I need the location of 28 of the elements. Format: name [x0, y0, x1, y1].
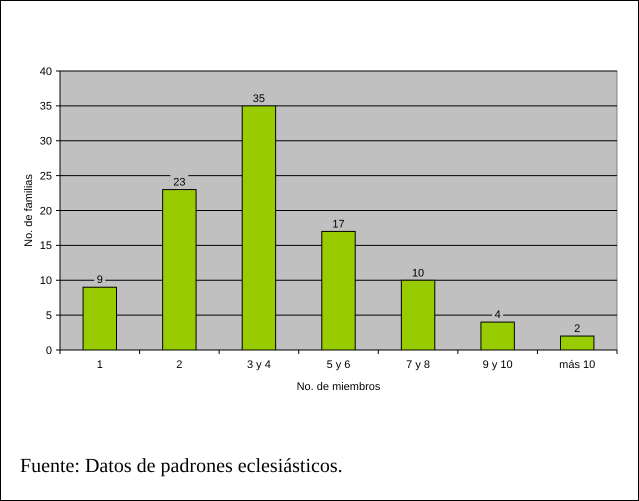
x-tick-label: 3 y 4: [247, 359, 271, 371]
y-tick-label: 20: [40, 205, 52, 218]
x-tick-label: 5 y 6: [326, 359, 350, 371]
data-label: 2: [574, 323, 580, 336]
x-axis-title: No. de miembros: [296, 381, 381, 393]
y-axis-title: No. de familias: [23, 174, 35, 247]
x-tick-label: 7 y 8: [406, 359, 430, 371]
y-tick-label: 5: [46, 310, 52, 322]
data-label: 17: [332, 218, 345, 230]
x-tick-label: 2: [176, 359, 182, 371]
data-label: 9: [96, 274, 103, 286]
data-label: 4: [494, 309, 501, 322]
source-note: Fuente: Datos de padrones eclesiásticos.: [20, 455, 343, 477]
data-label: 35: [252, 92, 266, 105]
y-tick-label: 25: [40, 170, 52, 182]
x-tick-label: 1: [96, 359, 103, 371]
x-tick-label: más 10: [559, 359, 596, 371]
y-tick-label: 30: [40, 136, 52, 148]
data-label: 10: [412, 267, 424, 280]
y-tick-label: 35: [40, 100, 52, 113]
bar: [560, 336, 594, 350]
y-tick-label: 15: [40, 240, 52, 252]
data-label: 23: [173, 176, 186, 189]
y-tick-label: 0: [46, 344, 52, 357]
bar: [480, 322, 515, 350]
x-tick-label: 9 y 10: [482, 359, 513, 371]
y-tick-label: 10: [40, 275, 52, 288]
y-tick-label: 40: [40, 66, 52, 78]
